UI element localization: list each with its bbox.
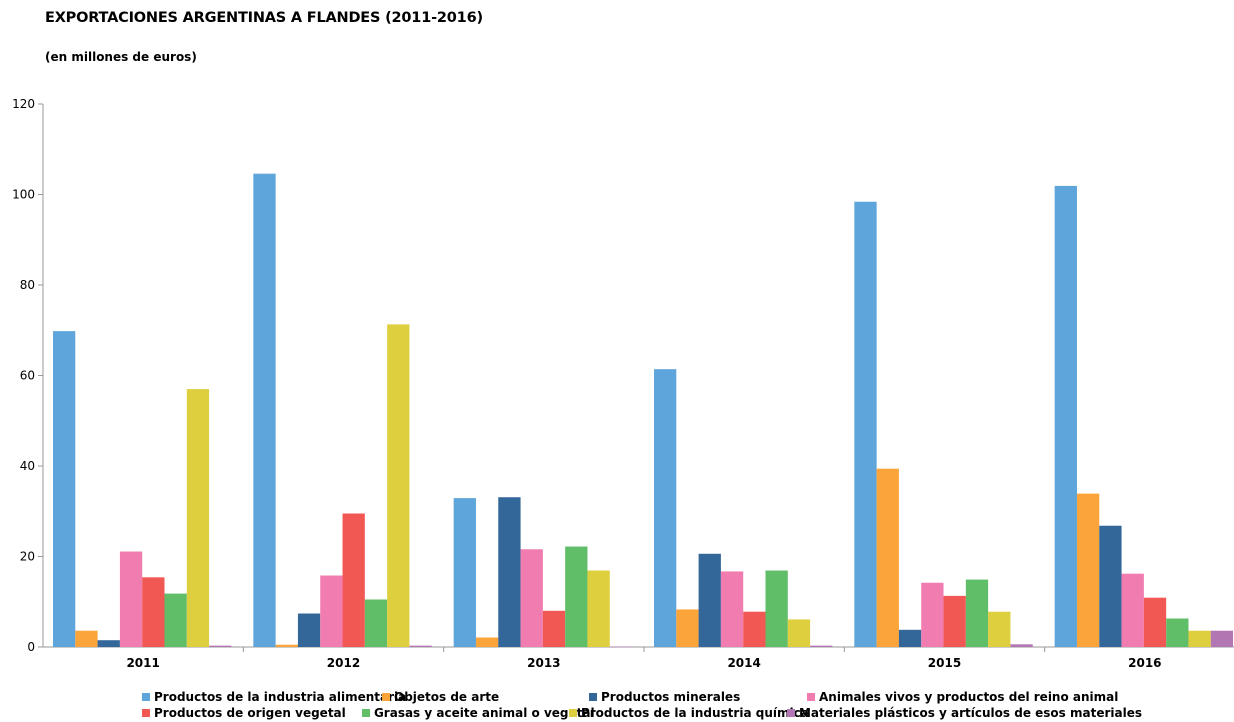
legend-item: Animales vivos y productos del reino ani… [807, 690, 1118, 704]
bar [297, 613, 321, 647]
x-tick-label: 2011 [126, 656, 159, 670]
bar [142, 577, 165, 647]
legend-swatch [568, 709, 577, 717]
y-tick-label: 0 [27, 640, 35, 654]
bar [387, 324, 410, 647]
legend-label: Productos de origen vegetal [154, 706, 346, 720]
bar [765, 570, 788, 647]
chart-title: EXPORTACIONES ARGENTINAS A FLANDES (2011… [45, 10, 483, 26]
legend-label: Materiales plásticos y artículos de esos… [798, 706, 1142, 720]
bar [609, 646, 633, 648]
bar [520, 549, 543, 647]
legend-label: Animales vivos y productos del reino ani… [819, 690, 1119, 704]
bar [164, 593, 187, 647]
bar [1010, 644, 1033, 647]
bar [1143, 597, 1167, 647]
y-tick-label: 20 [20, 550, 35, 564]
legend-item: Productos de la industria química [568, 706, 809, 720]
bar [498, 497, 521, 647]
y-tick-label: 40 [20, 459, 35, 473]
bar [209, 645, 232, 647]
bar [1121, 573, 1144, 647]
legend-item: Productos minerales [589, 690, 807, 704]
bar [1054, 185, 1077, 647]
bar [186, 389, 210, 647]
bar [854, 201, 877, 648]
y-tick-label: 80 [20, 278, 35, 292]
bar [342, 513, 365, 647]
bar [1188, 630, 1211, 647]
legend-label: Grasas y aceite animal o vegetal [373, 706, 595, 720]
bar [676, 609, 699, 647]
y-tick-label: 120 [12, 97, 35, 111]
legend-item: Grasas y aceite animal o vegetal [361, 706, 595, 720]
bar [898, 629, 922, 647]
bar [453, 498, 476, 647]
bar [542, 610, 566, 647]
bar [1076, 493, 1100, 647]
legend-label: Objetos de arte [394, 690, 500, 704]
legend-row: Productos de la industria alimentaria Ob… [142, 689, 1142, 705]
bar [720, 571, 744, 647]
bar [988, 611, 1011, 647]
legend-swatch [382, 693, 390, 701]
legend-item: Objetos de arte [382, 690, 589, 704]
x-tick-label: 2012 [327, 656, 360, 670]
bar [475, 637, 499, 647]
bar [787, 619, 811, 647]
bar [97, 640, 120, 647]
bar [75, 630, 98, 647]
bar [119, 551, 143, 647]
legend-row: Productos de origen vegetal Grasas y ace… [142, 705, 1142, 721]
bar [743, 611, 766, 647]
bar [409, 645, 432, 647]
bar [364, 599, 388, 647]
legend-swatch [142, 709, 150, 717]
bar [943, 595, 966, 647]
x-tick-label: 2014 [727, 656, 760, 670]
chart-legend: Productos de la industria alimentaria Ob… [142, 689, 1142, 721]
bar [275, 644, 298, 647]
legend-swatch [142, 693, 150, 701]
x-tick-label: 2015 [928, 656, 961, 670]
bar [320, 575, 343, 647]
bar [1099, 525, 1122, 647]
bar [965, 579, 989, 647]
bar [810, 645, 833, 647]
y-tick-label: 60 [20, 369, 35, 383]
x-tick-label: 2013 [527, 656, 560, 670]
legend-label: Productos minerales [601, 690, 741, 704]
legend-swatch [589, 693, 597, 701]
bar [876, 468, 899, 647]
legend-swatch [786, 709, 795, 717]
chart-subtitle: (en millones de euros) [45, 50, 197, 64]
y-tick-label: 100 [12, 188, 35, 202]
legend-item: Productos de origen vegetal [142, 706, 362, 720]
legend-label: Productos de la industria química [580, 706, 809, 720]
legend-item: Productos de la industria alimentaria [142, 690, 406, 704]
bar [698, 553, 721, 647]
bar [565, 546, 588, 647]
legend-label: Productos de la industria alimentaria [154, 690, 407, 704]
bar [654, 369, 677, 647]
bar [587, 570, 610, 647]
bar [53, 331, 76, 647]
legend-swatch [807, 693, 815, 701]
bar [921, 582, 944, 647]
x-tick-label: 2016 [1128, 656, 1161, 670]
bar [1166, 618, 1189, 647]
bar [253, 173, 276, 647]
legend-item: Materiales plásticos y artículos de esos… [786, 706, 1142, 720]
legend-swatch [361, 709, 370, 717]
bar [1210, 630, 1234, 647]
